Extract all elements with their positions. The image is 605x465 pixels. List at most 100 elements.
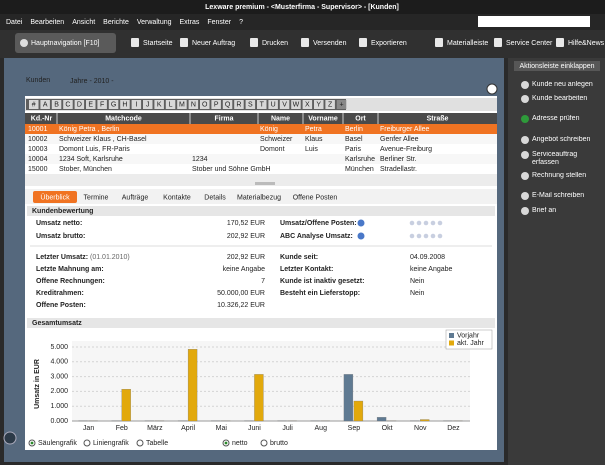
action-label[interactable]: Angebot schreiben	[532, 135, 591, 143]
table-row[interactable]	[25, 164, 497, 174]
column-header[interactable]: Name	[271, 115, 290, 122]
radio-label[interactable]: Liniengrafik	[93, 440, 129, 447]
menu-item[interactable]: Datei	[6, 19, 23, 26]
toolbar-item[interactable]: Neuer Auftrag	[192, 40, 235, 47]
menu-item[interactable]: ?	[239, 19, 243, 26]
radio[interactable]	[260, 439, 268, 447]
table-row[interactable]	[25, 124, 497, 134]
letter-box[interactable]	[245, 100, 256, 109]
tab[interactable]: Kontakte	[163, 194, 191, 201]
radio-label[interactable]: netto	[232, 440, 248, 447]
x-tick-label: Dez	[447, 425, 460, 432]
letter-box[interactable]	[268, 100, 278, 109]
radio-label[interactable]: brutto	[270, 440, 288, 447]
letter-box[interactable]	[108, 100, 119, 109]
action[interactable]: Serviceauftrag erfassen	[532, 151, 600, 169]
letter-box[interactable]	[40, 100, 50, 109]
tab[interactable]: Materialbezug	[237, 194, 281, 201]
action-label[interactable]: Adresse prüfen	[532, 114, 580, 122]
menu-item[interactable]: Verwaltung	[137, 19, 172, 26]
letter-box[interactable]	[177, 100, 187, 109]
search-box[interactable]	[478, 16, 590, 27]
action[interactable]: Rechnung stellen	[532, 172, 600, 190]
tab[interactable]: Aufträge	[122, 194, 149, 201]
letter-box[interactable]	[74, 100, 85, 109]
menu-item[interactable]: Fenster	[207, 19, 231, 26]
letter-box[interactable]	[143, 100, 153, 109]
letter-box[interactable]	[336, 100, 347, 109]
tab[interactable]: Offene Posten	[293, 194, 338, 201]
action-label[interactable]: Kunde bearbeiten	[532, 94, 588, 102]
toolbar-item[interactable]: Hilfe&News	[568, 40, 605, 47]
table-row[interactable]	[25, 144, 497, 154]
column-header[interactable]: Vorname	[308, 115, 338, 122]
collapse-button[interactable]	[514, 61, 600, 71]
letter-box[interactable]	[131, 100, 142, 109]
action-label[interactable]: Kunde neu anlegen	[532, 80, 593, 88]
tab[interactable]: Details	[204, 194, 226, 201]
action[interactable]: Angebot schreiben	[532, 136, 600, 154]
action-label[interactable]: E-Mail schreiben	[532, 191, 585, 199]
radio[interactable]	[136, 439, 144, 447]
letter-box[interactable]	[257, 100, 267, 109]
letter-box[interactable]	[234, 100, 244, 109]
action[interactable]: Kunde bearbeiten	[532, 95, 600, 113]
action[interactable]: Brief an	[532, 207, 600, 225]
action[interactable]: Kunde neu anlegen	[532, 81, 600, 99]
letter-box[interactable]	[86, 100, 96, 109]
help-icon[interactable]	[357, 232, 365, 240]
column-header[interactable]: Firma	[214, 115, 233, 122]
letter-box[interactable]	[29, 100, 39, 109]
action-label[interactable]: Serviceauftrag erfassen	[532, 150, 578, 166]
letter-box[interactable]	[279, 100, 290, 109]
column-header[interactable]: Kd.-Nr	[31, 115, 53, 122]
action-label[interactable]: Rechnung stellen	[532, 171, 587, 179]
letter-box[interactable]	[120, 100, 130, 109]
field-value: keine Angabe	[223, 266, 266, 273]
letter-box[interactable]	[302, 100, 313, 109]
column-header[interactable]: Ort	[355, 115, 366, 122]
radio-label[interactable]: Säulengrafik	[38, 440, 77, 447]
letter-box[interactable]	[200, 100, 210, 109]
menu-item[interactable]: Berichte	[103, 19, 129, 26]
info-button[interactable]	[3, 431, 17, 445]
column-header[interactable]: Straße	[427, 115, 449, 122]
letter-box[interactable]	[188, 100, 199, 109]
x-tick-label: Okt	[382, 425, 393, 432]
menu-item[interactable]: Extras	[180, 19, 200, 26]
splitter[interactable]	[255, 182, 275, 185]
toolbar-item[interactable]: Materialleiste	[447, 40, 488, 47]
menu-item[interactable]: Ansicht	[72, 19, 95, 26]
radio-label[interactable]: Tabelle	[146, 440, 168, 447]
letter-box[interactable]	[222, 100, 233, 109]
nav-button[interactable]	[15, 33, 116, 53]
letter-box[interactable]	[325, 100, 335, 109]
letter-box[interactable]	[97, 100, 107, 109]
letter-box[interactable]	[314, 100, 324, 109]
letter-box[interactable]	[51, 100, 62, 109]
field-label: Umsatz/Offene Posten:	[280, 220, 357, 227]
toolbar-item[interactable]: Versenden	[313, 40, 347, 47]
letter-box[interactable]	[165, 100, 176, 109]
toolbar-item[interactable]: Drucken	[262, 40, 288, 47]
toolbar-item[interactable]: Exportieren	[371, 40, 407, 47]
table-row[interactable]	[25, 134, 497, 144]
table-row[interactable]	[25, 154, 497, 164]
action-label[interactable]: Brief an	[532, 206, 557, 214]
action[interactable]: Adresse prüfen	[532, 115, 600, 133]
letter-box[interactable]	[291, 100, 301, 109]
tab[interactable]: Überblick	[40, 193, 70, 201]
column-header[interactable]: Matchcode	[105, 115, 142, 122]
help-icon[interactable]	[357, 219, 365, 227]
menu-item[interactable]: Bearbeiten	[30, 19, 64, 26]
radio[interactable]	[83, 439, 91, 447]
letter-box[interactable]	[63, 100, 73, 109]
close-button[interactable]	[486, 83, 498, 95]
action[interactable]: E-Mail schreiben	[532, 192, 600, 210]
tab[interactable]: Termine	[84, 194, 109, 201]
toolbar-item[interactable]: Service Center	[506, 40, 553, 47]
page-subtitle: Jahre - 2010 -	[70, 78, 114, 85]
toolbar-item[interactable]: Startseite	[143, 40, 173, 47]
letter-box[interactable]	[154, 100, 164, 109]
letter-box[interactable]	[211, 100, 221, 109]
